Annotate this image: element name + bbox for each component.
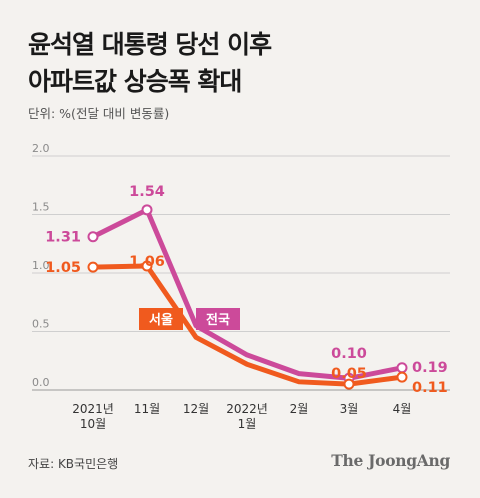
series-1-data-label-6: 0.11 xyxy=(412,380,448,396)
series-tag-national: 전국 xyxy=(206,312,230,328)
chart-title: 윤석열 대통령 당선 이후 아파트값 상승폭 확대 xyxy=(28,26,272,100)
title-line-2: 아파트값 상승폭 확대 xyxy=(28,67,242,96)
series-tag-national-bg xyxy=(196,308,240,330)
series-0-point-6 xyxy=(396,362,408,374)
series-0-point-0 xyxy=(87,231,99,243)
series-1-data-label-5: 0.05 xyxy=(331,366,367,382)
x-tick-label-3-0: 2022년 xyxy=(226,402,268,416)
y-tick-label-3: 1.5 xyxy=(32,201,50,214)
series-1-point-5 xyxy=(343,378,355,390)
series-1-data-label-1: 1.06 xyxy=(129,254,165,270)
x-tick-label-4: 2월 xyxy=(290,402,309,416)
series-1-point-6 xyxy=(396,371,408,383)
y-tick-label-1: 0.5 xyxy=(32,318,50,331)
title-line-1: 윤석열 대통령 당선 이후 xyxy=(28,30,272,59)
y-tick-label-0: 0.0 xyxy=(32,376,50,389)
x-tick-label-0-1: 10월 xyxy=(80,417,106,431)
y-tick-label-2: 1.0 xyxy=(32,259,50,272)
unit-label: 단위: %(전달 대비 변동률) xyxy=(28,106,170,121)
x-tick-label-5: 3월 xyxy=(340,402,359,416)
y-tick-label-4: 2.0 xyxy=(32,142,50,155)
series-0-data-label-6: 0.19 xyxy=(412,360,448,376)
series-0-point-1 xyxy=(141,204,153,216)
x-tick-label-1: 11월 xyxy=(134,402,160,416)
x-tick-label-3-1: 1월 xyxy=(238,417,257,431)
x-tick-label-2: 12월 xyxy=(183,402,209,416)
series-1-data-label-0: 1.05 xyxy=(45,260,81,276)
source-label: 자료: KB국민은행 xyxy=(28,457,119,471)
series-0-data-label-0: 1.31 xyxy=(45,230,81,246)
series-tag-seoul: 서울 xyxy=(149,312,173,328)
x-tick-label-6: 4월 xyxy=(393,402,412,416)
x-tick-label-0-0: 2021년 xyxy=(72,402,114,416)
series-1-point-1 xyxy=(141,260,153,272)
series-0-data-label-1: 1.54 xyxy=(129,184,165,200)
series-0-data-label-5: 0.10 xyxy=(331,346,367,362)
series-1-point-0 xyxy=(87,261,99,273)
series-tag-seoul-bg xyxy=(139,308,183,330)
brand-logo: The JoongAng xyxy=(331,451,450,470)
